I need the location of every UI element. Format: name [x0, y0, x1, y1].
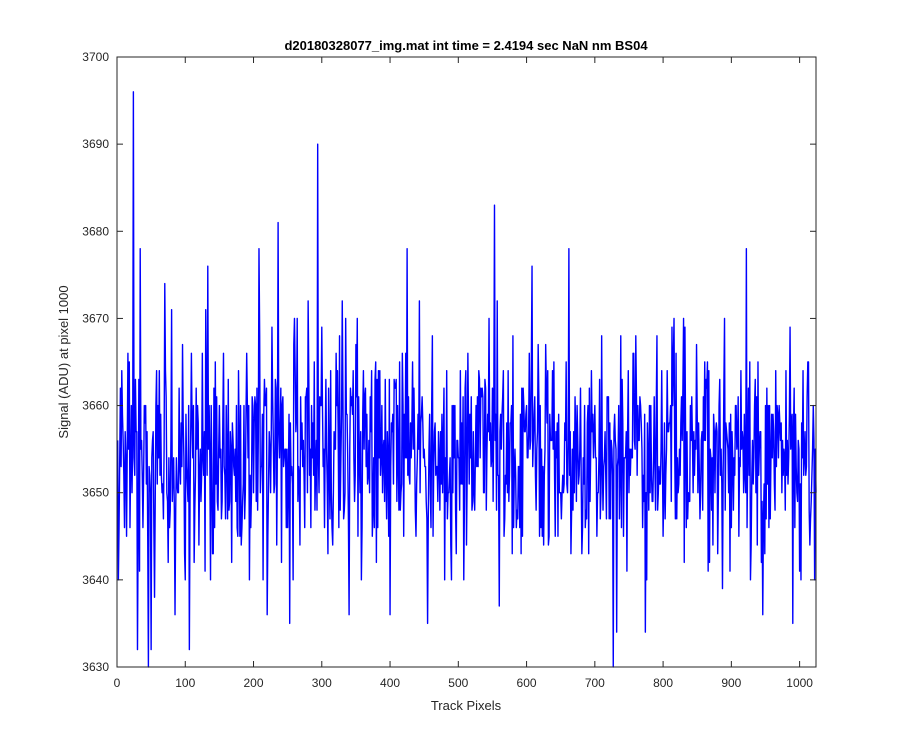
x-tick-label: 400 [380, 676, 400, 690]
y-tick-label: 3670 [82, 311, 109, 325]
plot-background [117, 57, 816, 667]
x-tick-label: 1000 [786, 676, 813, 690]
y-axis-label: Signal (ADU) at pixel 1000 [56, 285, 71, 438]
y-tick-label: 3680 [82, 224, 109, 238]
y-tick-label: 3640 [82, 573, 109, 587]
y-tick-label: 3660 [82, 399, 109, 413]
x-tick-label: 600 [517, 676, 537, 690]
x-tick-label: 0 [114, 676, 121, 690]
y-tick-label: 3690 [82, 137, 109, 151]
x-tick-label: 800 [653, 676, 673, 690]
x-tick-label: 500 [448, 676, 468, 690]
tick-layer: 0 100 200 300 400 500 600 700 800 900 1000 3630 3640… [82, 50, 816, 690]
y-tick-label: 3650 [82, 486, 109, 500]
chart-title: d20180328077_img.mat int time = 2.4194 s… [284, 38, 648, 53]
y-tick-label: 3630 [82, 660, 109, 674]
series-layer [116, 91, 817, 668]
x-tick-label: 100 [175, 676, 195, 690]
x-axis-label: Track Pixels [431, 698, 502, 713]
y-tick-label: 3700 [82, 50, 109, 64]
x-tick-label: 300 [312, 676, 332, 690]
signal-series-line [116, 91, 817, 668]
plot-frame [116, 56, 817, 668]
x-tick-label: 900 [721, 676, 741, 690]
x-tick-label: 700 [585, 676, 605, 690]
x-tick-label: 200 [244, 676, 264, 690]
